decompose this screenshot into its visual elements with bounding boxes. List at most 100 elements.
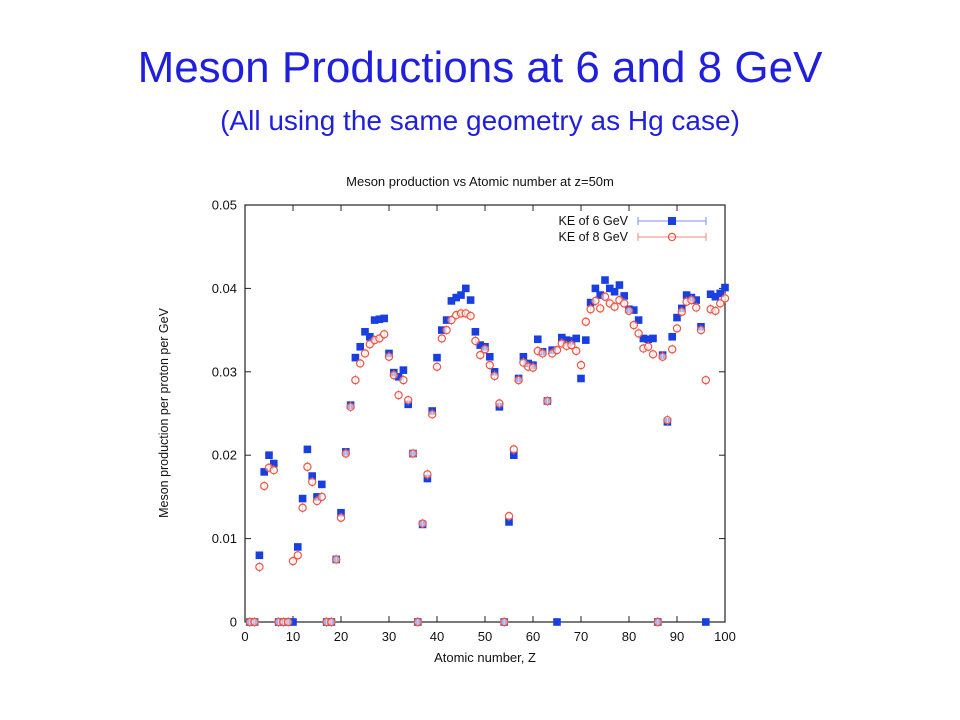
data-point-8gev — [500, 617, 509, 627]
data-point-6gev — [366, 332, 374, 341]
data-point-6gev — [337, 508, 345, 517]
data-point-6gev — [615, 281, 624, 289]
data-point-8gev — [428, 409, 437, 420]
data-point-8gev — [408, 448, 418, 459]
data-point-6gev — [577, 374, 585, 383]
data-point-8gev — [360, 348, 370, 359]
data-point-8gev — [528, 362, 538, 373]
data-point-8gev — [634, 328, 643, 339]
data-point-6gev — [433, 353, 441, 362]
data-point-8gev — [495, 398, 504, 409]
data-point-8gev — [351, 375, 360, 386]
data-point-8gev — [581, 316, 590, 327]
data-point-8gev — [677, 306, 687, 317]
data-point-6gev — [519, 352, 528, 361]
y-tick-label: 0.02 — [212, 448, 237, 463]
x-axis-label: Atomic number, Z — [434, 650, 536, 665]
data-point-6gev — [308, 472, 316, 480]
data-point-6gev — [255, 551, 264, 560]
data-point-6gev — [582, 336, 590, 344]
data-point-6gev — [471, 327, 480, 336]
data-point-6gev — [639, 334, 648, 343]
data-point-6gev — [620, 292, 628, 300]
data-point-8gev — [379, 329, 389, 340]
y-tick-label: 0.03 — [212, 364, 237, 379]
y-tick-label: 0.04 — [212, 281, 237, 296]
data-point-8gev — [442, 325, 451, 336]
data-point-6gev — [682, 291, 691, 299]
data-point-8gev — [317, 491, 326, 502]
data-point-6gev — [380, 314, 388, 323]
data-point-8gev — [572, 345, 581, 356]
data-point-6gev — [706, 290, 715, 299]
y-tick-label: 0 — [230, 615, 237, 630]
data-point-8gev — [466, 310, 475, 321]
x-tick-label: 70 — [574, 629, 588, 644]
data-point-8gev — [644, 341, 653, 352]
x-tick-label: 40 — [430, 629, 444, 644]
x-tick-label: 80 — [622, 629, 636, 644]
data-point-8gev — [389, 370, 398, 381]
data-point-8gev — [701, 375, 711, 386]
data-point-6gev — [356, 342, 364, 351]
data-point-8gev — [591, 295, 600, 306]
legend-swatch-6gev — [637, 217, 707, 225]
data-point-8gev — [490, 370, 499, 381]
y-axis: 0 0.01 0.02 0.03 0.04 0.05 — [212, 198, 725, 630]
data-point-8gev — [620, 298, 629, 309]
slide-title: Meson Productions at 6 and 8 GeV — [137, 43, 823, 92]
data-point-8gev — [423, 469, 432, 480]
data-point-8gev — [259, 481, 269, 492]
data-point-6gev — [562, 336, 571, 344]
data-point-8gev — [341, 448, 350, 459]
data-point-8gev — [432, 361, 442, 372]
data-point-6gev — [716, 289, 724, 298]
slide-subtitle: (All using the same geometry as Hg case) — [220, 105, 740, 136]
data-point-8gev — [394, 390, 403, 401]
chart-title: Meson production vs Atomic number at z=5… — [346, 174, 614, 189]
data-point-8gev — [648, 349, 658, 360]
data-point-8gev — [624, 305, 634, 316]
data-point-6gev — [486, 352, 494, 361]
data-point-8gev — [283, 617, 293, 627]
data-point-8gev — [293, 550, 302, 561]
plot-frame — [244, 204, 726, 623]
data-point-6gev — [721, 283, 729, 292]
data-point-6gev — [270, 459, 278, 468]
data-point-6gev — [294, 543, 302, 551]
data-point-6gev — [630, 306, 638, 314]
data-point-8gev — [269, 465, 279, 476]
data-point-8gev — [476, 350, 485, 361]
data-point-8gev — [250, 617, 259, 627]
data-point-8gev — [720, 293, 730, 304]
data-point-8gev — [471, 335, 480, 346]
data-point-6gev — [702, 618, 710, 626]
data-point-6gev — [692, 296, 700, 304]
x-tick-label: 100 — [714, 629, 736, 644]
data-point-8gev — [653, 617, 662, 627]
data-point-6gev — [673, 313, 681, 322]
data-point-6gev — [462, 284, 470, 293]
data-point-6gev — [438, 326, 446, 334]
data-point-8gev — [307, 476, 317, 487]
legend-label-6gev: KE of 6 GeV — [559, 214, 629, 228]
data-point-6gev — [649, 334, 657, 343]
x-tick-label: 90 — [670, 629, 684, 644]
data-point-6gev — [610, 287, 619, 296]
data-point-8gev — [509, 444, 518, 455]
y-tick-label: 0.01 — [212, 531, 237, 546]
data-point-6gev — [318, 480, 326, 489]
data-point-8gev — [687, 295, 696, 306]
data-point-8gev — [485, 360, 494, 371]
data-point-8gev — [336, 512, 346, 523]
data-point-6gev — [399, 366, 408, 374]
x-tick-label: 10 — [286, 629, 300, 644]
data-point-8gev — [672, 323, 682, 334]
data-point-8gev — [696, 325, 706, 336]
data-point-6gev — [572, 334, 580, 343]
data-point-8gev — [399, 375, 408, 386]
y-axis-label: Meson production per proton per GeV — [157, 307, 171, 518]
data-point-6gev — [298, 494, 307, 503]
data-point-8gev — [716, 298, 725, 309]
data-point-8gev — [355, 358, 365, 369]
